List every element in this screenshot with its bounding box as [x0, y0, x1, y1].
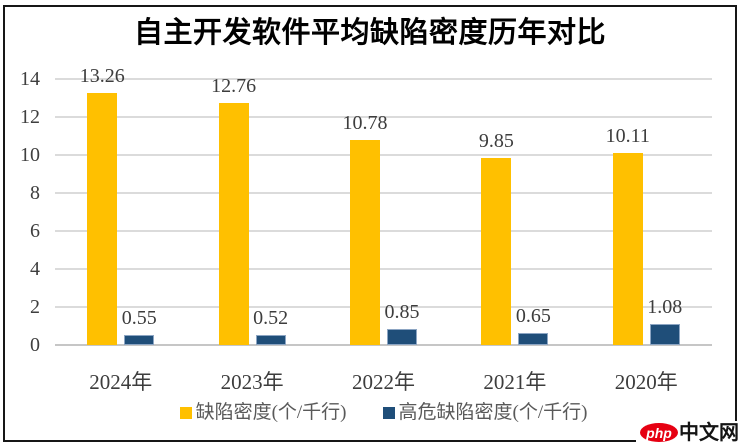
legend-swatch-high-risk-defect-density	[382, 406, 395, 419]
gridline	[55, 306, 712, 308]
bar-defect-density	[612, 152, 643, 345]
x-category-label: 2024年	[89, 370, 153, 394]
bar-defect-density	[87, 93, 118, 345]
bar-high-risk-defect-density-label: 0.65	[515, 304, 551, 327]
bar-high-risk-defect-density-label: 0.85	[384, 300, 420, 323]
x-category-label: 2023年	[220, 370, 284, 394]
bar-high-risk-defect-density-label: 1.08	[647, 296, 683, 319]
bar-defect-density	[350, 140, 380, 345]
bar-defect-density	[481, 157, 512, 345]
y-tick-label: 14	[20, 68, 40, 90]
legend-item-defect-density: 缺陷密度(个/千行)	[179, 402, 347, 423]
bar-high-risk-defect-density-label: 0.52	[253, 307, 289, 330]
gridline	[55, 78, 712, 80]
legend-label-high-risk-defect-density: 高危缺陷密度(个/千行)	[398, 402, 588, 423]
bar-high-risk-defect-density	[255, 335, 286, 345]
watermark-site-name: 中文网	[679, 421, 739, 444]
y-tick-label: 8	[30, 182, 40, 204]
bar-defect-density-label: 10.11	[605, 124, 650, 147]
x-axis-line	[55, 344, 712, 346]
chart-title: 自主开发软件平均缺陷密度历年对比	[133, 17, 606, 49]
bar-defect-density-label: 9.85	[478, 129, 514, 152]
watermark-php-cn: php 中文网	[636, 421, 739, 444]
gridline	[55, 268, 712, 270]
y-tick-label: 10	[20, 144, 40, 166]
bar-defect-density-label: 13.26	[79, 65, 125, 88]
legend-item-high-risk-defect-density: 高危缺陷密度(个/千行)	[382, 402, 588, 423]
x-category-label: 2021年	[483, 370, 547, 394]
y-tick-label: 12	[20, 106, 40, 128]
bar-high-risk-defect-density	[387, 328, 417, 345]
y-tick-label: 0	[30, 334, 40, 356]
gridline	[55, 154, 712, 156]
y-tick-label: 2	[30, 296, 40, 318]
php-logo: php	[640, 423, 678, 442]
bar-defect-density-label: 10.78	[342, 112, 388, 135]
gridline	[55, 230, 712, 232]
gridline	[55, 192, 712, 194]
bar-high-risk-defect-density	[649, 324, 680, 345]
legend-swatch-defect-density	[179, 406, 192, 419]
bar-defect-density	[218, 102, 249, 345]
x-category-label: 2020年	[614, 370, 678, 394]
bar-high-risk-defect-density	[124, 334, 155, 345]
x-category-label: 2022年	[351, 370, 415, 394]
bar-high-risk-defect-density	[518, 332, 549, 345]
y-tick-label: 4	[30, 258, 40, 280]
y-tick-label: 6	[30, 220, 40, 242]
gridline	[55, 116, 712, 118]
legend: 缺陷密度(个/千行) 高危缺陷密度(个/千行)	[55, 403, 712, 422]
bar-defect-density-label: 12.76	[211, 74, 257, 97]
legend-label-defect-density: 缺陷密度(个/千行)	[195, 402, 347, 423]
bar-high-risk-defect-density-label: 0.55	[121, 306, 157, 329]
